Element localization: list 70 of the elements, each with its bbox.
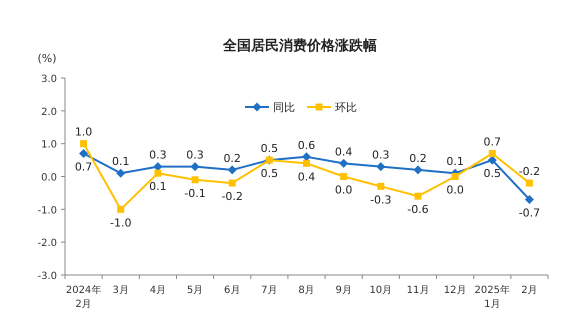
data-label: -0.2 [221,190,243,204]
x-tick-label: 8月 [298,285,315,296]
data-label: 0.4 [334,145,352,158]
data-label: 0.2 [409,152,427,165]
point [190,162,200,172]
data-label: 0.3 [149,148,167,162]
x-tick-label: 5月 [186,285,204,296]
y-tick-label: -3.0 [37,271,57,282]
x-tick-label: 11月 [406,285,430,296]
data-label: 0.1 [112,155,130,168]
data-label: 0.7 [484,136,502,149]
point [526,180,533,187]
y-tick-label: 2.0 [41,106,57,118]
point [524,194,534,204]
data-label: 0.3 [372,148,390,162]
x-tick-label: 2024年 2月 [66,284,102,310]
point [116,168,126,178]
point [339,158,348,168]
point [192,176,199,184]
data-label: 0.6 [298,138,316,152]
y-tick-label: -1.0 [37,205,57,216]
point [228,165,237,174]
x-tick-label: 6月 [224,285,240,296]
point [488,150,496,158]
point [413,165,422,174]
data-label: 0.3 [186,148,204,162]
chart-title: 全国居民消费价格涨跌幅 [222,38,377,54]
data-label: 0.0 [446,184,464,196]
data-label: 0.4 [298,170,316,184]
point [154,170,162,177]
legend-label: 同比 [273,101,295,114]
y-tick-label: -2.0 [37,238,57,250]
y-tick-label: 0.0 [41,172,57,184]
data-label: 0.5 [484,167,502,180]
point [414,192,422,200]
x-tick-label: 9月 [335,285,352,296]
data-label: 0.0 [334,184,352,196]
x-tick-label: 3月 [112,285,129,296]
legend-label: 环比 [335,101,357,114]
data-label: 0.1 [149,180,167,194]
point [376,162,386,172]
data-label: -1.0 [110,216,132,230]
point [80,140,88,148]
data-label: -0.3 [370,193,392,206]
x-tick-label: 2月 [521,285,538,296]
data-label: -0.7 [518,206,540,220]
data-label: -0.1 [184,186,206,200]
x-tick-label: 2025年 1月 [474,284,510,310]
data-label: -0.2 [518,165,540,178]
y-tick-label: 3.0 [41,74,57,85]
x-tick-label: 10月 [369,285,392,296]
point [303,160,310,167]
data-label: 0.7 [74,160,92,174]
point [79,149,88,158]
data-label: 1.0 [74,126,92,139]
point [377,182,384,190]
y-tick-label: 1.0 [41,140,57,151]
point [228,180,236,187]
point [340,173,348,180]
data-label: 0.2 [223,152,241,165]
x-tick-label: 12月 [444,285,466,296]
data-label: 0.5 [260,142,278,156]
point [452,173,459,180]
data-label: 0.5 [260,167,278,180]
point [117,206,124,213]
data-label: -0.6 [407,203,429,216]
x-tick-label: 4月 [150,285,166,296]
data-label: 0.1 [446,155,464,168]
y-axis-title: (%) [37,52,57,65]
x-tick-label: 7月 [261,285,278,296]
